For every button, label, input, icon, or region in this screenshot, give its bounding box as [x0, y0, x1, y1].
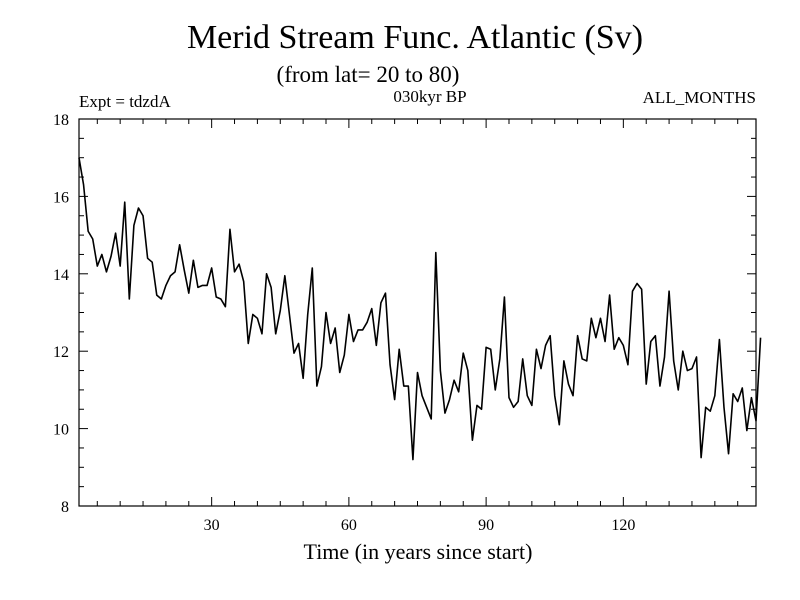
y-tick-label: 16	[53, 189, 69, 206]
x-axis-label: Time (in years since start)	[304, 539, 533, 564]
y-tick-label: 14	[53, 267, 69, 284]
months-label: ALL_MONTHS	[643, 88, 756, 107]
data-points	[78, 157, 762, 461]
x-tick-label: 120	[611, 517, 635, 534]
x-tick-label: 30	[204, 517, 220, 534]
experiment-label: Expt = tdzdA	[79, 92, 171, 111]
period-label: 030kyr BP	[393, 87, 466, 106]
y-tick-label: 18	[53, 112, 69, 129]
x-tick-label: 90	[478, 517, 494, 534]
x-tick-label: 60	[341, 517, 357, 534]
axis-ticks	[79, 118, 756, 507]
data-series-line	[78, 157, 762, 461]
y-tick-label: 12	[53, 344, 69, 361]
plot-area-frame	[78, 118, 757, 507]
y-tick-label: 10	[53, 422, 69, 439]
y-tick-label: 8	[61, 499, 69, 516]
chart-subtitle: (from lat= 20 to 80)	[277, 62, 460, 87]
tick-labels: 30 60 90 120 8 10 12 14 16 18	[53, 112, 635, 534]
chart-title: Merid Stream Func. Atlantic (Sv)	[187, 19, 643, 56]
